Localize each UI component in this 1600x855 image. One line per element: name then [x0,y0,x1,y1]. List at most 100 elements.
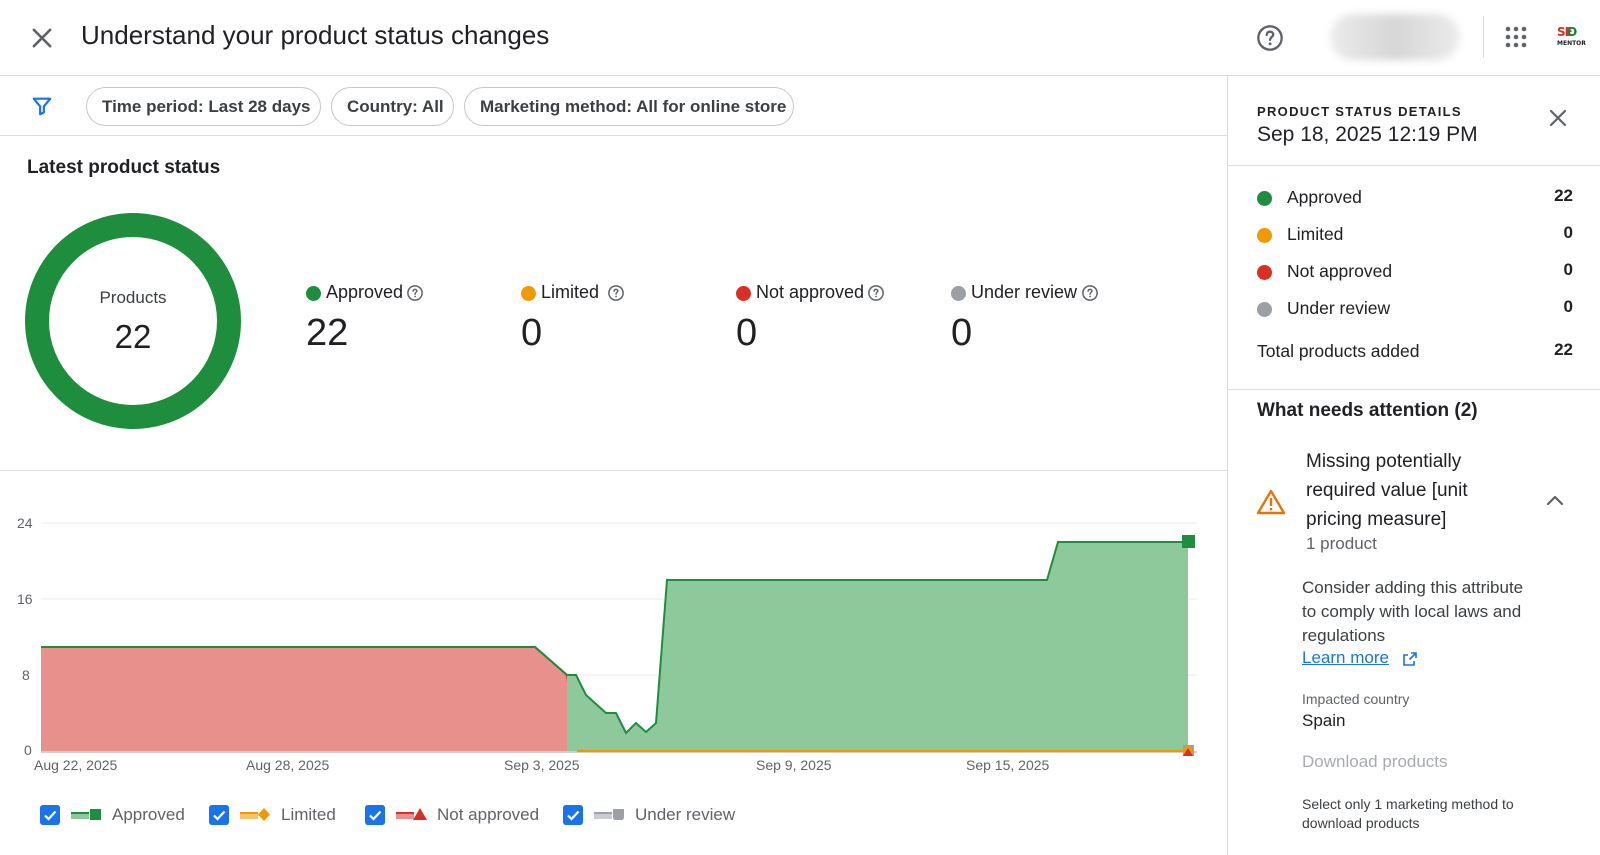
stat-label: Under review [971,282,1078,302]
header-divider [1483,16,1484,58]
account-switcher[interactable] [1330,14,1460,60]
download-note: Select only 1 marketing method to downlo… [1302,796,1514,831]
under-review-dot [1257,302,1272,317]
y-tick-label: 8 [22,667,30,683]
not-approved-dot [736,286,751,301]
legend-label: Not approved [437,805,540,824]
products-donut-chart [25,213,241,429]
apps-grid-icon[interactable] [1505,26,1527,48]
y-tick-label: 0 [24,742,32,758]
row-label: Limited [1287,224,1344,244]
limited-dot [1257,228,1272,243]
filter-bar: Time period: Last 28 days Country: All M… [0,76,1227,136]
row-value: 0 [1563,260,1573,279]
stat-value: 0 [736,312,758,354]
panel-date: Sep 18, 2025 12:19 PM [1257,123,1478,146]
row-label: Under review [1287,298,1391,318]
top-header: Understand your product status changes S… [0,0,1600,76]
x-tick-label: Sep 3, 2025 [504,757,580,773]
warning-icon [1256,489,1286,515]
latest-status-title: Latest product status [27,157,221,178]
help-icon[interactable] [1256,24,1284,52]
details-row-total: Total products added 22 [1257,340,1573,364]
issue-description: Consider adding this attribute to comply… [1302,578,1524,645]
not-approved-dot [1257,265,1272,280]
approved-dot [306,286,321,301]
help-icon[interactable] [406,284,424,302]
limited-dot [521,286,536,301]
total-label: Total products added [1257,341,1420,361]
help-icon[interactable] [867,284,885,302]
row-label: Not approved [1287,261,1393,281]
details-row-limited: Limited 0 [1257,223,1573,247]
x-tick-label: Aug 28, 2025 [246,757,330,773]
brand-logo[interactable]: SE O MENTOR [1557,25,1586,47]
approved-dot [1257,191,1272,206]
x-tick-label: Aug 22, 2025 [34,757,118,773]
legend-label: Under review [635,805,736,824]
x-tick-label: Sep 9, 2025 [756,757,832,773]
filter-chip-time-period[interactable]: Time period: Last 28 days [86,87,321,126]
not-approved-area [41,647,577,751]
chevron-up-icon[interactable] [1543,489,1567,513]
under-review-dot [951,286,966,301]
impacted-country-value: Spain [1302,711,1346,730]
details-row-approved: Approved 22 [1257,186,1573,210]
external-link-icon[interactable] [1402,651,1418,667]
filter-icon[interactable] [31,95,53,117]
y-tick-label: 16 [17,591,33,607]
checkbox-checked-icon[interactable] [365,805,385,825]
checkbox-checked-icon[interactable] [40,805,60,825]
help-icon[interactable] [1081,284,1099,302]
download-products-button[interactable]: Download products [1302,752,1448,771]
not-approved-end-marker[interactable] [1183,748,1193,756]
learn-more-link[interactable]: Learn more [1302,648,1389,667]
details-row-under-review: Under review 0 [1257,297,1573,321]
stat-label: Limited [541,282,600,302]
approved-line [567,541,1188,735]
approved-area [567,542,1188,751]
row-value: 22 [1554,186,1573,205]
row-value: 0 [1563,223,1573,242]
filter-chip-country[interactable]: Country: All [331,87,454,126]
limited-series-icon [240,808,270,821]
stat-value: 0 [951,312,973,354]
checkbox-checked-icon[interactable] [209,805,229,825]
issue-count: 1 product [1306,534,1377,553]
attention-title: What needs attention (2) [1257,400,1478,421]
not-approved-series-icon [396,808,427,820]
help-icon[interactable] [607,284,625,302]
x-tick-label: Sep 15, 2025 [966,757,1050,773]
legend-label: Approved [112,805,185,824]
page-title: Understand your product status changes [81,20,550,50]
section-divider [0,470,1227,471]
total-value: 22 [1554,340,1573,359]
row-label: Approved [1287,187,1362,207]
chart-legend: Approved Limited Not approved Under revi… [0,798,1227,838]
stat-value: 0 [521,312,543,354]
approved-line-early [41,646,568,676]
approved-end-marker[interactable] [1182,535,1195,548]
stat-value: 22 [306,312,349,354]
y-tick-label: 24 [17,515,33,531]
panel-divider [1228,389,1600,390]
approved-series-icon [71,809,101,820]
panel-divider [1228,165,1600,166]
legend-label: Limited [281,805,336,824]
impacted-country-label: Impacted country [1302,691,1410,707]
close-icon[interactable] [1546,106,1570,130]
under-review-series-icon [594,809,624,820]
status-history-chart: 24 16 8 0 Aug 22, 2025 Aug 28, 2025 Sep … [17,515,1197,773]
donut-label: Products [99,288,167,307]
issue-title[interactable]: Missing potentially required value [unit… [1306,451,1468,530]
status-details-panel: PRODUCT STATUS DETAILS Sep 18, 2025 12:1… [1227,76,1600,855]
donut-value: 22 [114,318,152,355]
filter-chip-marketing-method[interactable]: Marketing method: All for online store [464,87,794,126]
stat-label: Approved [326,282,404,302]
checkbox-checked-icon[interactable] [563,805,583,825]
close-icon[interactable] [28,24,56,52]
stat-label: Not approved [756,282,865,302]
panel-caption: PRODUCT STATUS DETAILS [1257,104,1462,119]
row-value: 0 [1563,297,1573,316]
details-row-not-approved: Not approved 0 [1257,260,1573,284]
